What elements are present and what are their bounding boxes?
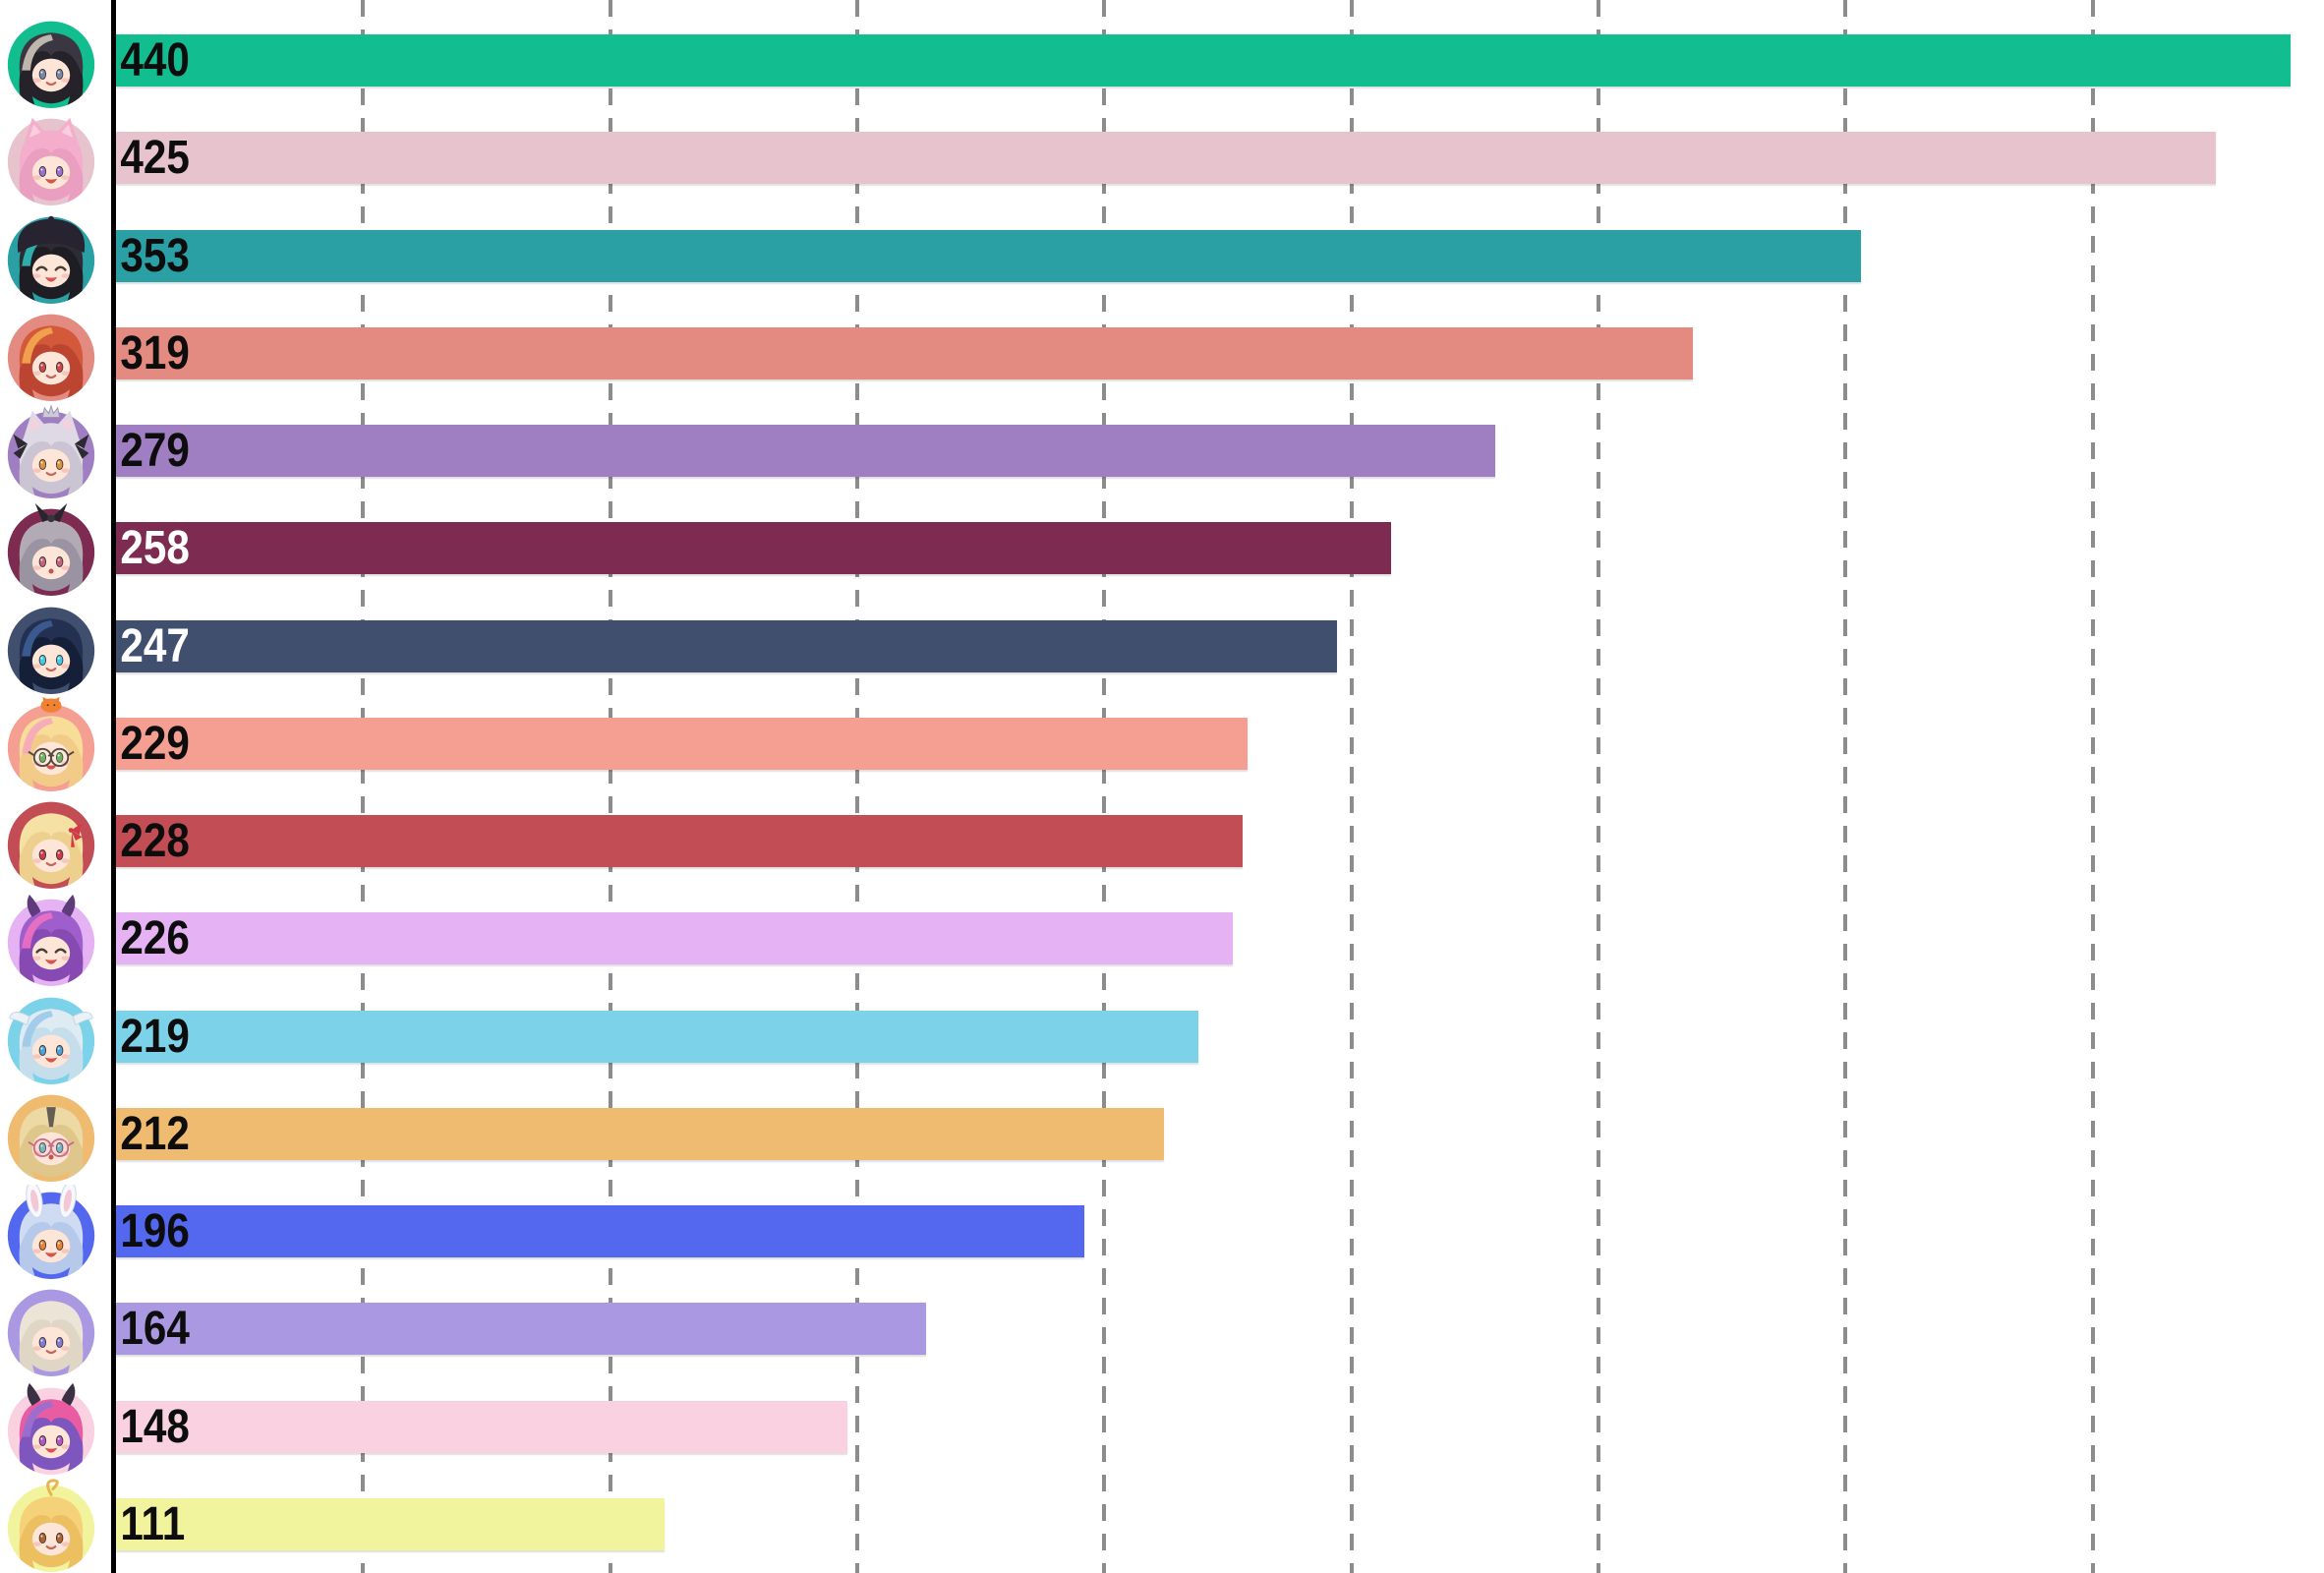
avatar-black-teal-beret-icon <box>4 209 98 304</box>
bar-row-8: 229 <box>0 695 2324 792</box>
bar-1: 440 <box>116 34 2291 87</box>
gridline-350 <box>1843 0 1848 1573</box>
bar-row-9: 228 <box>0 792 2324 890</box>
bar-value-label: 196 <box>120 1205 190 1258</box>
avatar-grey-hair-black-bow-icon <box>4 501 98 597</box>
avatar-blonde-pink-glasses-icon <box>4 1087 98 1182</box>
bar-row-14: 164 <box>0 1280 2324 1377</box>
bar-value-label: 229 <box>120 717 190 770</box>
bar-row-10: 226 <box>0 890 2324 987</box>
bar-value-label: 353 <box>120 229 190 282</box>
bar-16: 111 <box>116 1497 665 1550</box>
bar-5: 279 <box>116 425 1495 478</box>
bar-value-label: 425 <box>120 132 190 185</box>
bar-value-label: 148 <box>120 1400 190 1453</box>
bar-row-4: 319 <box>0 305 2324 402</box>
bar-11: 219 <box>116 1010 1198 1063</box>
bar-value-label: 247 <box>120 619 190 672</box>
gridline-250 <box>1349 0 1354 1573</box>
bar-7: 247 <box>116 619 1337 672</box>
bar-14: 164 <box>116 1303 926 1356</box>
avatar-orange-red-hair-icon <box>4 307 98 401</box>
bar-row-16: 111 <box>0 1476 2324 1573</box>
bar-value-label: 440 <box>120 34 190 87</box>
bar-8: 229 <box>116 717 1248 770</box>
gridline-400 <box>2090 0 2095 1573</box>
avatar-silver-crown-cat-ears-icon <box>4 404 98 498</box>
bar-row-2: 425 <box>0 109 2324 206</box>
bar-value-label: 111 <box>120 1497 186 1550</box>
bar-value-label: 258 <box>120 522 190 575</box>
gridline-200 <box>1102 0 1107 1573</box>
bar-2: 425 <box>116 132 2216 185</box>
bar-3: 353 <box>116 229 1861 282</box>
bar-row-12: 212 <box>0 1085 2324 1183</box>
avatar-golden-ahoge-icon <box>4 1478 98 1572</box>
gridline-100 <box>608 0 612 1573</box>
bar-value-label: 228 <box>120 815 190 868</box>
bar-row-6: 258 <box>0 499 2324 597</box>
avatar-black-silver-hair-icon <box>4 14 98 108</box>
avatar-rabbit-ears-icon <box>4 1185 98 1279</box>
avatar-pink-cat-ears-icon <box>4 111 98 206</box>
bar-value-label: 164 <box>120 1303 190 1356</box>
y-axis-line <box>111 0 116 1573</box>
avatar-purple-horns-icon <box>4 892 98 987</box>
bar-row-11: 219 <box>0 988 2324 1085</box>
gridline-50 <box>361 0 366 1573</box>
gridline-150 <box>855 0 860 1573</box>
bar-value-label: 279 <box>120 425 190 478</box>
avatar-navy-short-hair-icon <box>4 600 98 694</box>
bar-value-label: 319 <box>120 326 190 379</box>
bar-row-15: 148 <box>0 1378 2324 1476</box>
avatar-blonde-red-ribbon-icon <box>4 794 98 889</box>
bar-value-label: 226 <box>120 912 190 965</box>
bar-9: 228 <box>116 815 1243 868</box>
gridline-300 <box>1597 0 1601 1573</box>
bar-row-7: 247 <box>0 598 2324 695</box>
bar-row-13: 196 <box>0 1183 2324 1280</box>
bar-4: 319 <box>116 326 1693 379</box>
bar-13: 196 <box>116 1205 1084 1258</box>
bar-row-1: 440 <box>0 12 2324 109</box>
avatar-pink-purple-horns-icon <box>4 1380 98 1475</box>
avatar-blonde-glasses-orange-cat-icon <box>4 696 98 791</box>
bar-10: 226 <box>116 912 1233 965</box>
bar-15: 148 <box>116 1400 847 1453</box>
bar-value-label: 212 <box>120 1107 190 1160</box>
bar-value-label: 219 <box>120 1010 190 1063</box>
bar-row-5: 279 <box>0 402 2324 499</box>
avatar-white-blue-head-wings-icon <box>4 990 98 1084</box>
avatar-platinum-hair-icon <box>4 1282 98 1377</box>
bar-12: 212 <box>116 1107 1164 1160</box>
bar-row-3: 353 <box>0 207 2324 305</box>
bar-6: 258 <box>116 522 1391 575</box>
